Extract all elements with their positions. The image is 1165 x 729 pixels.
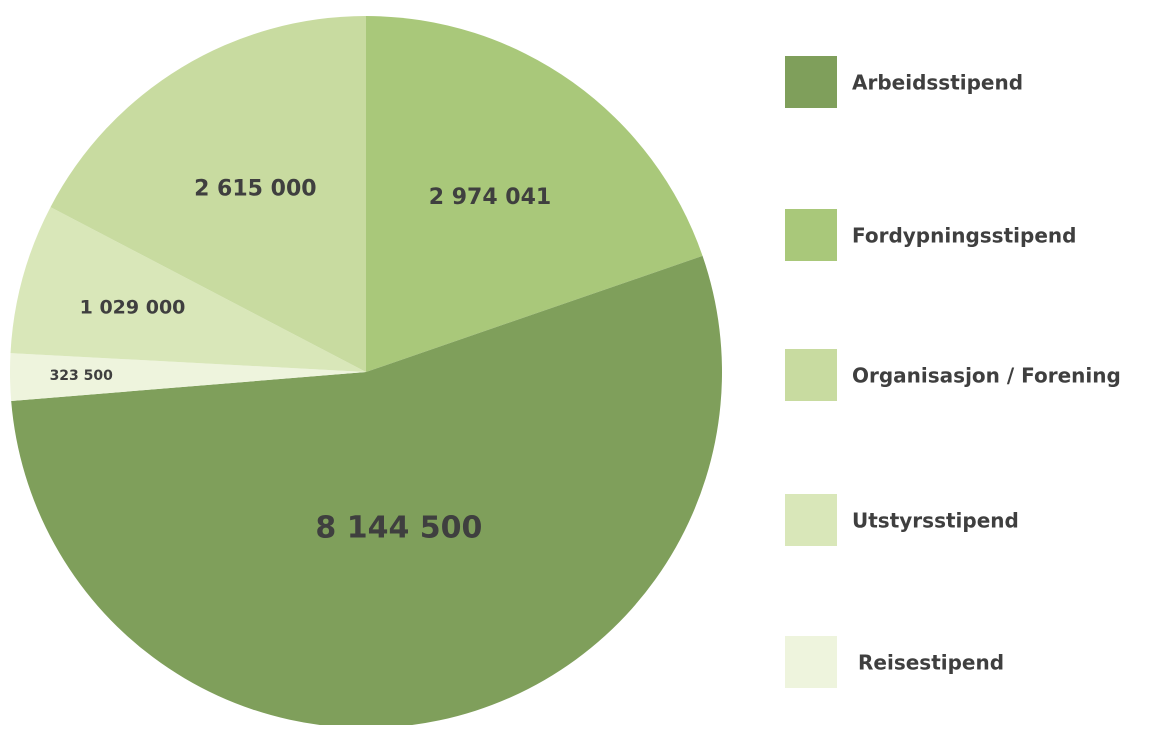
legend-swatch bbox=[785, 349, 837, 401]
legend-label: Organisasjon / Forening bbox=[852, 364, 1121, 388]
pie-slice bbox=[9, 353, 366, 402]
legend-swatch bbox=[785, 494, 837, 546]
pie-slice bbox=[50, 16, 366, 372]
slice-label: 2 615 000 bbox=[194, 176, 316, 201]
legend-swatch bbox=[785, 636, 837, 688]
slice-label: 323 500 bbox=[50, 368, 114, 384]
legend-label: Reisestipend bbox=[858, 651, 1004, 675]
legend-swatch bbox=[785, 209, 837, 261]
legend-label: Arbeidsstipend bbox=[852, 71, 1023, 95]
pie-slice bbox=[10, 207, 367, 372]
legend-label: Utstyrsstipend bbox=[852, 509, 1019, 533]
pie-slice bbox=[366, 16, 703, 372]
slice-label: 2 974 041 bbox=[429, 185, 551, 210]
pie-slice bbox=[11, 255, 723, 729]
legend-swatch bbox=[785, 56, 837, 108]
slice-label: 1 029 000 bbox=[80, 297, 186, 319]
legend-label: Fordypningsstipend bbox=[852, 224, 1076, 248]
slice-label: 8 144 500 bbox=[315, 510, 482, 545]
